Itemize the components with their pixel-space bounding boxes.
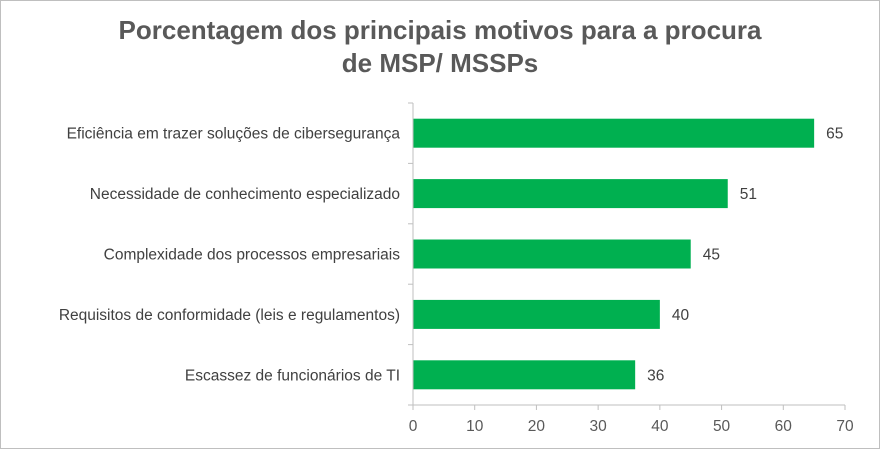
x-tick-label: 10 (466, 418, 484, 435)
x-tick-label: 0 (409, 418, 418, 435)
data-label: 40 (672, 307, 690, 324)
category-label: Complexidade dos processos empresariais (104, 247, 401, 264)
category-label: Requisitos de conformidade (leis e regul… (59, 307, 400, 324)
bars (413, 118, 815, 390)
bar (413, 179, 728, 209)
bar (413, 239, 691, 269)
category-label: Eficiência em trazer soluções de ciberse… (67, 126, 401, 143)
data-label: 45 (703, 247, 720, 264)
category-label: Necessidade de conhecimento especializad… (90, 186, 400, 203)
value-labels: 65 51 45 40 36 (647, 126, 843, 385)
x-tick-label: 20 (528, 418, 546, 435)
chart-title-line-1: Porcentagem dos principais motivos para … (118, 15, 762, 45)
x-tick-label: 50 (713, 418, 731, 435)
x-tick-marks (408, 102, 846, 410)
category-label: Escassez de funcionários de TI (185, 367, 400, 384)
data-label: 65 (826, 126, 843, 143)
x-tick-labels: 0 10 20 30 40 50 60 70 (409, 418, 854, 435)
bar (413, 360, 636, 390)
x-tick-label: 70 (836, 418, 854, 435)
x-tick-label: 30 (590, 418, 608, 435)
category-labels: Eficiência em trazer soluções de ciberse… (59, 126, 401, 385)
chart-title-line-2: de MSP/ MSSPs (341, 48, 539, 78)
bar (413, 118, 815, 148)
bar (413, 299, 660, 329)
x-tick-label: 60 (775, 418, 793, 435)
x-tick-label: 40 (651, 418, 669, 435)
chart-title: Porcentagem dos principais motivos para … (0, 14, 880, 80)
data-label: 51 (740, 186, 757, 203)
data-label: 36 (647, 367, 664, 384)
